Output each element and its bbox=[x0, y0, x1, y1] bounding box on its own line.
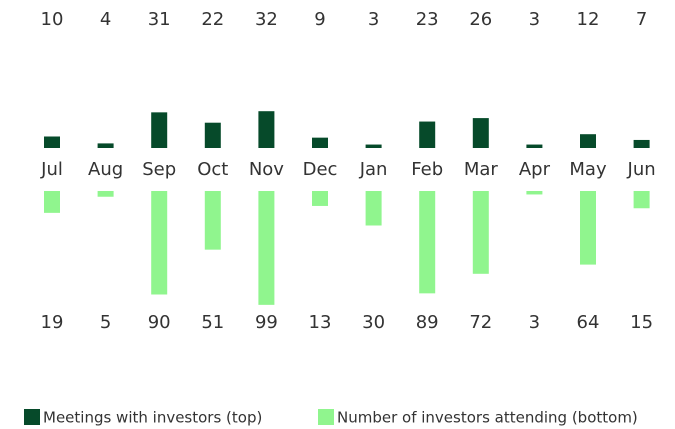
month-label: Mar bbox=[464, 159, 499, 180]
bottom-value: 89 bbox=[416, 312, 439, 333]
top-value: 26 bbox=[469, 9, 492, 30]
top-bar bbox=[97, 143, 114, 148]
bottom-value: 90 bbox=[148, 312, 171, 333]
legend-swatch bbox=[24, 409, 40, 425]
bottom-bar bbox=[580, 191, 596, 265]
month-label: May bbox=[569, 159, 607, 180]
bottom-value: 19 bbox=[41, 312, 64, 333]
top-bar bbox=[526, 144, 543, 148]
top-value: 10 bbox=[41, 9, 64, 30]
month-label: Aug bbox=[88, 159, 123, 180]
top-value: 31 bbox=[148, 9, 171, 30]
bottom-bar bbox=[204, 191, 221, 250]
top-bar bbox=[312, 137, 328, 148]
month-label: Apr bbox=[519, 159, 551, 180]
month-label: Jan bbox=[359, 159, 388, 180]
top-value: 7 bbox=[636, 9, 647, 30]
top-value: 3 bbox=[529, 9, 540, 30]
top-bar bbox=[44, 136, 60, 148]
bottom-bar bbox=[151, 191, 168, 295]
bottom-bar bbox=[365, 191, 382, 226]
top-bar bbox=[633, 139, 650, 148]
month-label: Oct bbox=[197, 159, 228, 180]
top-bar bbox=[204, 122, 221, 148]
bottom-bar bbox=[258, 191, 275, 305]
bottom-bar bbox=[419, 191, 436, 294]
bottom-value: 51 bbox=[201, 312, 224, 333]
top-value: 22 bbox=[201, 9, 224, 30]
bottom-value: 15 bbox=[630, 312, 653, 333]
top-value: 4 bbox=[100, 9, 111, 30]
top-value: 9 bbox=[314, 9, 325, 30]
bottom-value: 13 bbox=[309, 312, 332, 333]
bottom-bar bbox=[44, 191, 60, 213]
top-value: 12 bbox=[577, 9, 600, 30]
month-label: Feb bbox=[411, 159, 443, 180]
bottom-bar bbox=[472, 191, 489, 274]
top-value: 32 bbox=[255, 9, 278, 30]
month-label: Sep bbox=[142, 159, 176, 180]
legend-label: Number of investors attending (bottom) bbox=[337, 409, 638, 427]
top-bar bbox=[472, 118, 489, 148]
top-bar bbox=[365, 144, 382, 148]
legend-label: Meetings with investors (top) bbox=[43, 409, 262, 427]
legend-swatch bbox=[318, 409, 334, 425]
bottom-value: 5 bbox=[100, 312, 111, 333]
month-label: Nov bbox=[249, 159, 284, 180]
month-label: Jul bbox=[40, 159, 63, 180]
top-bar bbox=[151, 112, 168, 148]
top-bar bbox=[580, 134, 596, 148]
top-bar bbox=[258, 111, 275, 148]
bottom-value: 3 bbox=[529, 312, 540, 333]
bottom-bar bbox=[633, 191, 650, 209]
bottom-value: 64 bbox=[577, 312, 600, 333]
bottom-bar bbox=[312, 191, 328, 206]
bottom-bar bbox=[526, 191, 543, 195]
bottom-value: 99 bbox=[255, 312, 278, 333]
month-label: Jun bbox=[627, 159, 656, 180]
bottom-value: 72 bbox=[469, 312, 492, 333]
top-bar bbox=[419, 121, 436, 148]
month-label: Dec bbox=[303, 159, 338, 180]
bottom-value: 30 bbox=[362, 312, 385, 333]
top-value: 23 bbox=[416, 9, 439, 30]
bottom-bar bbox=[97, 191, 114, 197]
top-value: 3 bbox=[368, 9, 379, 30]
